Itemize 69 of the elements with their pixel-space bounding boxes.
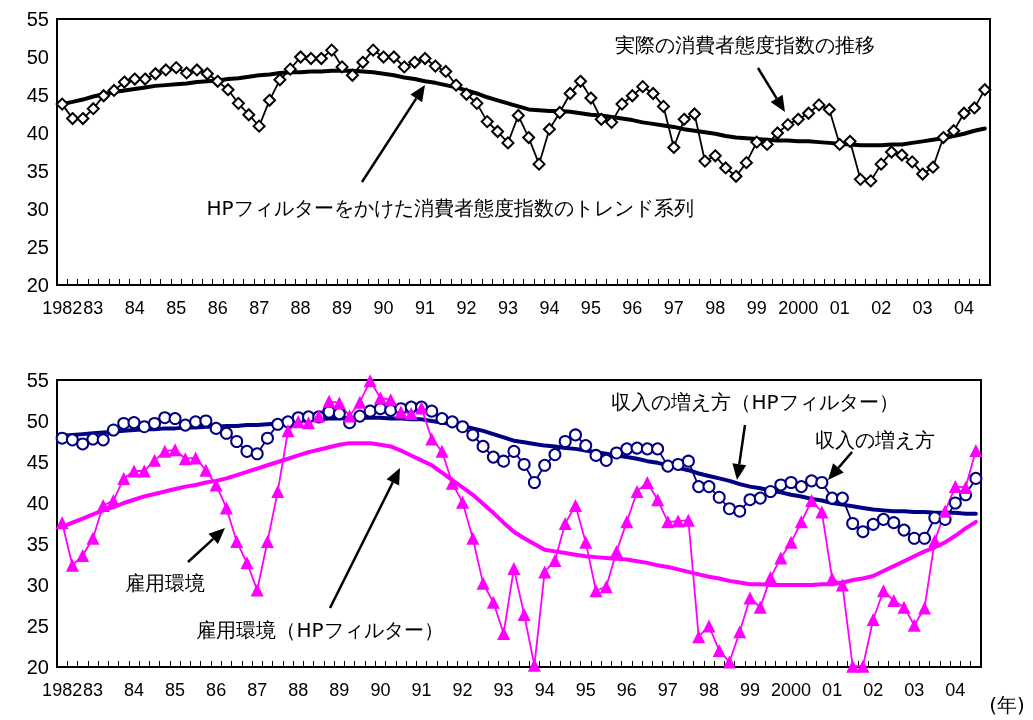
x-tick-label: 95 — [580, 298, 601, 318]
y-tick-label: 20 — [26, 274, 49, 296]
x-tick-label: 2000 — [778, 298, 819, 318]
y-tick-label: 45 — [26, 84, 49, 106]
x-tick-label: 99 — [739, 680, 761, 700]
x-tick-label: 03 — [912, 298, 933, 318]
x-tick-label: 91 — [415, 298, 436, 318]
y-tick-label: 50 — [26, 410, 49, 432]
x-tick-label: 87 — [247, 680, 268, 700]
y-tick-label: 40 — [26, 122, 49, 144]
y-tick-label: 55 — [26, 8, 49, 30]
x-tick-label: 83 — [83, 298, 104, 318]
series-label: 収入の増え方 — [815, 428, 935, 452]
x-tick-label: 85 — [165, 680, 186, 700]
text: 雇用環境（HPフィルター） — [196, 618, 444, 642]
y-tick-label: 50 — [26, 46, 49, 68]
x-tick-label: 92 — [456, 298, 477, 318]
x-tick-label: 98 — [698, 680, 719, 700]
x-tick-label: 04 — [954, 298, 975, 318]
y-tick-label: 35 — [26, 533, 49, 555]
x-tick-label: 1982 — [42, 298, 83, 318]
x-tick-label: 90 — [373, 298, 394, 318]
x-tick-label: 87 — [249, 298, 270, 318]
x-tick-label: 97 — [663, 298, 684, 318]
x-tick-label: 94 — [534, 680, 555, 700]
x-tick-label: 92 — [452, 680, 473, 700]
x-tick-label: 95 — [575, 680, 596, 700]
x-axis-title: (年) — [989, 693, 1025, 717]
x-tick-label: 86 — [207, 298, 228, 318]
x-tick-label: 85 — [166, 298, 187, 318]
y-tick-label: 35 — [26, 160, 49, 182]
x-tick-label: 01 — [822, 680, 843, 700]
x-tick-label: 02 — [871, 298, 892, 318]
series-label: 雇用環境 — [125, 571, 205, 595]
text: 収入の増え方（HPフィルター） — [611, 390, 899, 414]
x-tick-label: 96 — [622, 298, 643, 318]
x-tick-label: 93 — [497, 298, 518, 318]
y-tick-label: 25 — [26, 236, 49, 258]
x-tick-label: 93 — [493, 680, 514, 700]
x-tick-label: 04 — [945, 680, 966, 700]
text: HPフィルターをかけた消費者態度指数のトレンド系列 — [206, 196, 694, 220]
series-label: 実際の消費者態度指数の推移 — [615, 33, 875, 57]
x-tick-label: 86 — [206, 680, 227, 700]
x-tick-label: 88 — [290, 298, 311, 318]
x-tick-label: 98 — [705, 298, 726, 318]
x-tick-label: 97 — [657, 680, 678, 700]
x-tick-label: 84 — [123, 680, 145, 700]
x-tick-label: 89 — [332, 298, 353, 318]
y-tick-label: 45 — [26, 451, 49, 473]
x-tick-label: 94 — [539, 298, 560, 318]
y-tick-label: 30 — [26, 198, 49, 220]
x-tick-label: 91 — [411, 680, 432, 700]
x-tick-label: 99 — [746, 298, 767, 318]
y-tick-label: 20 — [26, 656, 49, 678]
x-tick-label: 88 — [288, 680, 309, 700]
y-tick-label: 25 — [26, 615, 49, 637]
x-tick-label: 84 — [124, 298, 145, 318]
x-tick-label: 2000 — [771, 680, 812, 700]
x-tick-label: 90 — [370, 680, 391, 700]
y-tick-label: 55 — [26, 369, 49, 391]
y-tick-label: 40 — [26, 492, 49, 514]
x-tick-label: 96 — [616, 680, 637, 700]
x-tick-label: 01 — [829, 298, 850, 318]
x-tick-label: 02 — [863, 680, 884, 700]
x-tick-label: 03 — [904, 680, 925, 700]
x-tick-label: 1982 — [42, 680, 83, 700]
y-tick-label: 30 — [26, 574, 49, 596]
x-tick-label: 89 — [329, 680, 350, 700]
x-tick-label: 83 — [82, 680, 103, 700]
